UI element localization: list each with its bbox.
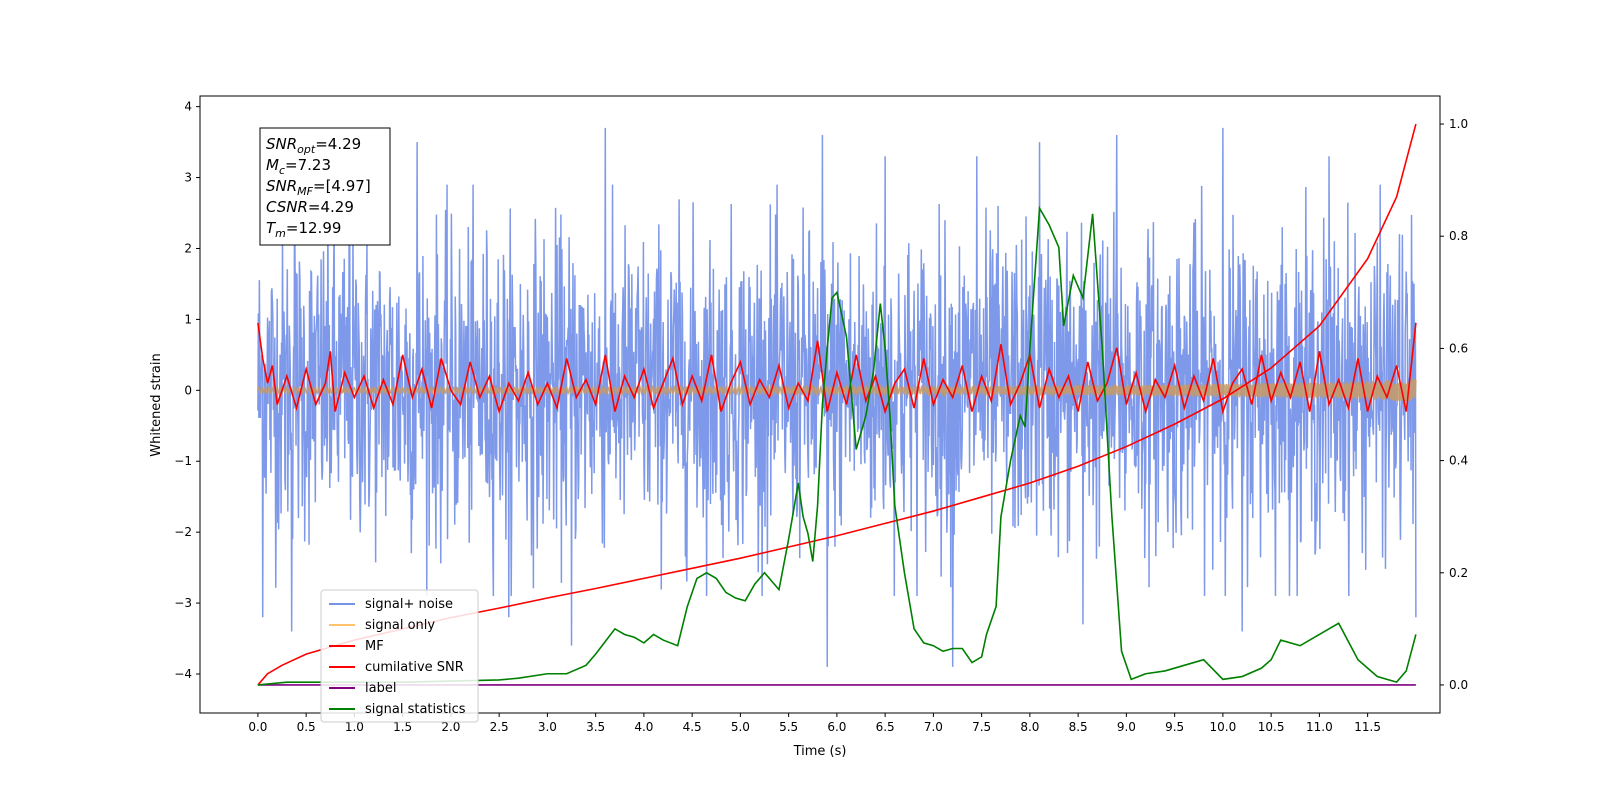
x-tick-label: 1.0 — [345, 720, 364, 734]
x-tick-label: 8.5 — [1069, 720, 1088, 734]
x-tick-label: 3.0 — [538, 720, 557, 734]
x-tick-label: 9.0 — [1117, 720, 1136, 734]
x-tick-label: 5.5 — [779, 720, 798, 734]
x-tick-label: 0.5 — [297, 720, 316, 734]
legend-frame — [320, 589, 479, 723]
x-tick-label: 4.5 — [683, 720, 702, 734]
y-right-tick-label: 0.4 — [1449, 454, 1468, 468]
annotation-line: Mc=7.23 — [266, 156, 331, 177]
x-tick-label: 2.0 — [441, 720, 460, 734]
y-right-tick-label: 0.6 — [1449, 341, 1468, 355]
y-left-tick-label: 3 — [184, 171, 192, 185]
y-right-tick-label: 0.0 — [1449, 678, 1468, 692]
x-tick-label: 6.0 — [827, 720, 846, 734]
y-right-tick-label: 0.2 — [1449, 566, 1468, 580]
x-tick-label: 3.5 — [586, 720, 605, 734]
annotation-frame — [259, 127, 391, 246]
y-left-tick-label: −3 — [174, 596, 192, 610]
series-signal-statistics — [257, 205, 1417, 686]
annotation-line: SNRMF=[4.97] — [266, 177, 371, 198]
x-tick-label: 4.0 — [634, 720, 653, 734]
x-tick-label: 10.0 — [1210, 720, 1237, 734]
y-axis-right-ticks: 1.0 0.8 0.6 0.4 0.2 0.0 — [1440, 117, 1468, 692]
x-tick-label: 2.5 — [490, 720, 509, 734]
y-left-tick-label: −1 — [174, 454, 192, 468]
y-right-tick-label: 0.8 — [1449, 229, 1468, 243]
y-left-tick-label: −4 — [174, 667, 192, 681]
y-left-tick-label: −2 — [174, 525, 192, 539]
legend-label-csnr: cumilative SNR — [365, 660, 464, 675]
y-right-tick-label: 1.0 — [1449, 117, 1468, 131]
y-axis-left-ticks: 4 3 2 1 0 −1 −2 −3 −4 — [174, 100, 200, 681]
x-tick-label: 0.0 — [248, 720, 267, 734]
x-tick-label: 7.0 — [924, 720, 943, 734]
y-left-tick-label: 0 — [184, 383, 192, 397]
x-tick-label: 7.5 — [972, 720, 991, 734]
y-left-tick-label: 1 — [184, 312, 192, 326]
annotation-line: Tm=12.99 — [266, 219, 341, 240]
legend-label-label: label — [365, 681, 396, 696]
legend-label-noise: signal+ noise — [365, 597, 453, 612]
x-axis-label: Time (s) — [793, 744, 847, 759]
legend-label-mf: MF — [365, 639, 384, 654]
x-tick-label: 10.5 — [1258, 720, 1285, 734]
y-axis-label: Whitened strain — [149, 353, 164, 456]
series-mf — [257, 322, 1417, 415]
x-tick-label: 8.0 — [1020, 720, 1039, 734]
x-tick-label: 6.5 — [876, 720, 895, 734]
x-tick-label: 5.0 — [731, 720, 750, 734]
legend: signal+ noise signal only MF cumilative SNR… — [320, 589, 479, 723]
annotation-line: SNRopt=4.29 — [266, 135, 361, 156]
legend-label-stats: signal statistics — [365, 702, 466, 717]
x-tick-label: 11.0 — [1306, 720, 1333, 734]
x-tick-label: 9.5 — [1165, 720, 1184, 734]
y-left-tick-label: 4 — [184, 100, 192, 114]
plot-frame — [199, 95, 1441, 714]
annotation-line: CSNR=4.29 — [266, 198, 354, 216]
y-left-tick-label: 2 — [184, 241, 192, 255]
x-axis-ticks: 0.0 0.5 1.0 1.5 2.0 2.5 3.0 3.5 4.0 4.5 5.0 5.5 6.0 6… — [248, 713, 1381, 734]
x-tick-label: 11.5 — [1354, 720, 1381, 734]
legend-label-signal: signal only — [365, 618, 435, 633]
x-tick-label: 1.5 — [393, 720, 412, 734]
